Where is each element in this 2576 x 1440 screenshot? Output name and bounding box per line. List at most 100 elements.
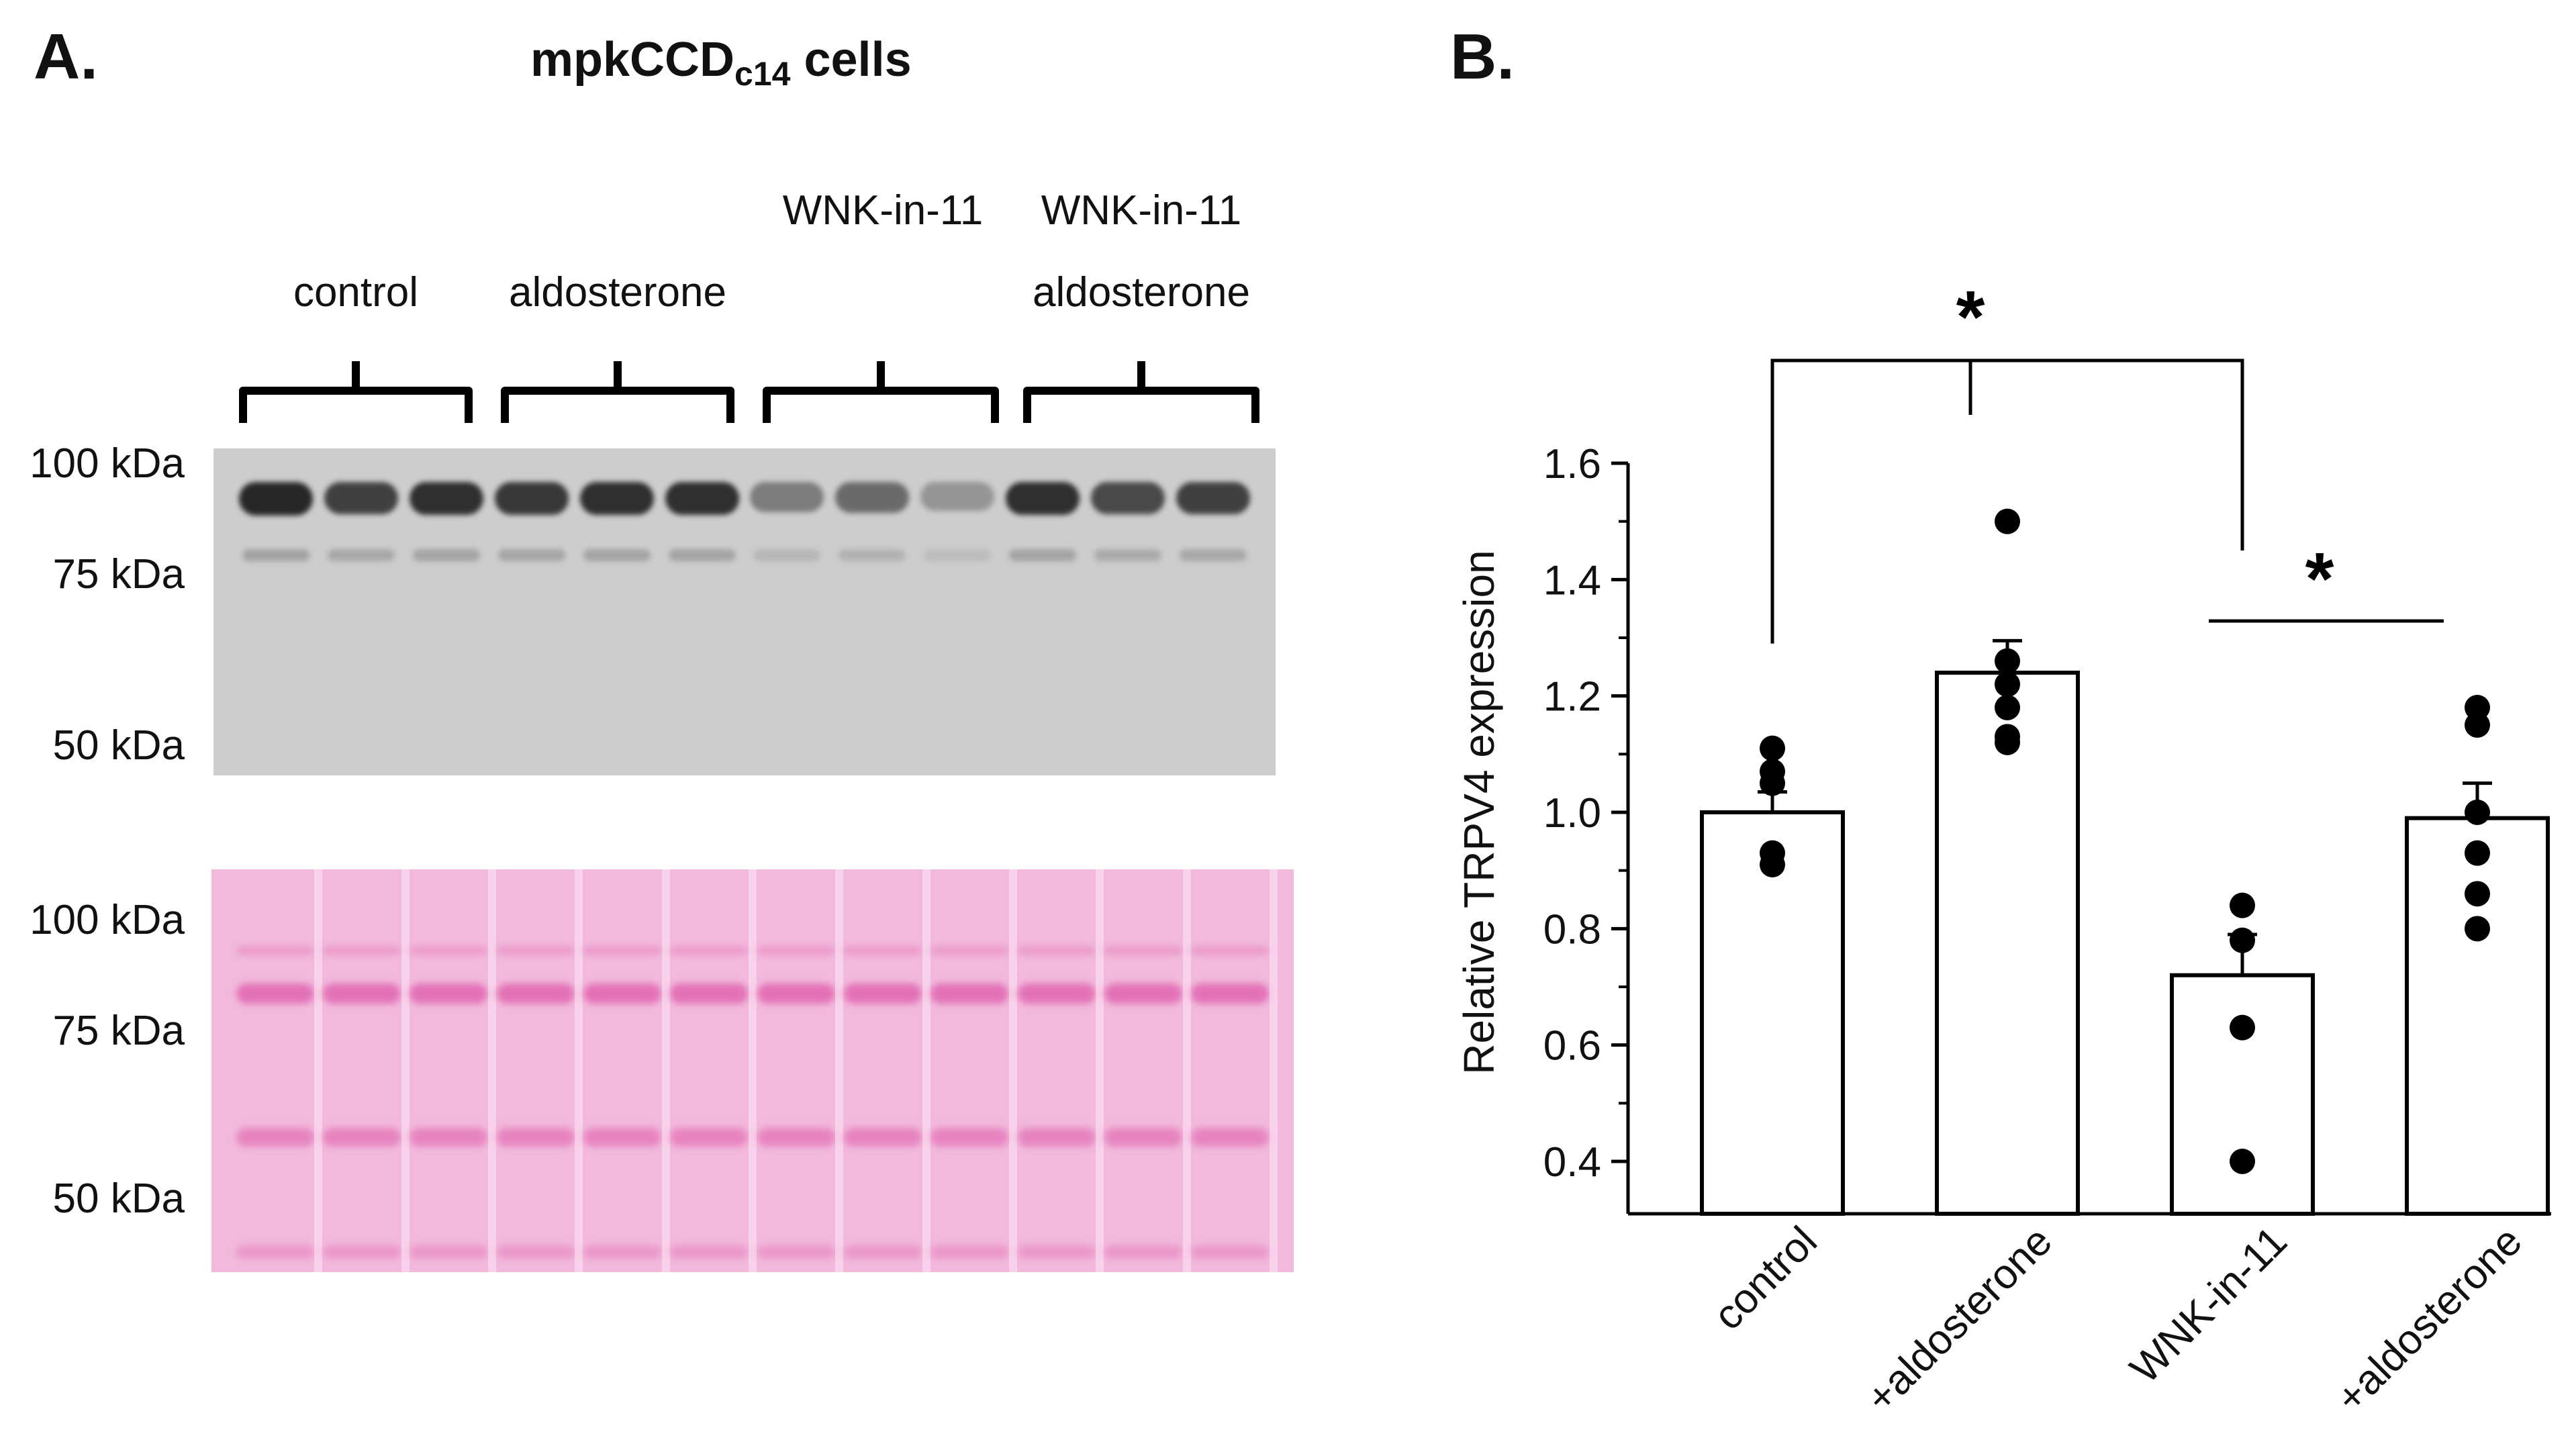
bracket-wnk-aldo	[1023, 361, 1259, 423]
y-axis-label: Relative TRPV4 expression	[1455, 550, 1503, 1074]
ponceau-lane-gap	[314, 869, 323, 1272]
y-tick-label: 1.0	[1543, 790, 1601, 836]
ponceau-stain-image	[211, 869, 1294, 1272]
data-point	[2230, 1014, 2255, 1041]
title-main: mpkCCD	[530, 33, 735, 87]
y-ticks: 1.6 1.4 1.2 1.0 0.8 0.6 0.4	[1543, 441, 1628, 1186]
ponceau-marker-75: 75 kDa	[52, 1008, 185, 1054]
ponceau-band	[1104, 1245, 1182, 1259]
bar	[1700, 810, 1845, 1216]
ponceau-band	[1191, 1245, 1270, 1259]
group-label-line2: aldosterone	[508, 269, 727, 316]
ponceau-lane-gap	[1009, 869, 1017, 1272]
blot-band-faint	[1179, 549, 1247, 561]
data-point	[2465, 881, 2490, 907]
ponceau-lane-gap	[835, 869, 844, 1272]
blot-band-faint	[328, 549, 395, 561]
ponceau-band	[236, 983, 314, 1004]
ponceau-band	[1191, 1128, 1270, 1147]
data-point	[2465, 840, 2490, 866]
ponceau-band	[236, 1128, 314, 1147]
ponceau-marker-50: 50 kDa	[52, 1175, 185, 1222]
panel-b-label: B.	[1450, 21, 1515, 93]
bar	[2405, 816, 2550, 1216]
blot-band	[835, 482, 910, 513]
ponceau-lane-gap	[1096, 869, 1104, 1272]
blot-band	[410, 482, 484, 515]
ponceau-band	[410, 1245, 488, 1259]
ponceau-lane-gap	[401, 869, 410, 1272]
blot-band	[665, 482, 739, 515]
ponceau-band	[931, 1128, 1009, 1147]
ponceau-band	[931, 983, 1009, 1004]
ponceau-band	[583, 983, 661, 1004]
ponceau-band	[583, 1128, 661, 1147]
error-bars	[1758, 638, 2492, 975]
data-point	[1760, 840, 1785, 866]
blot-band-faint	[497, 549, 565, 561]
data-point	[2465, 916, 2490, 942]
western-blot-image	[213, 448, 1276, 775]
data-point	[1760, 770, 1785, 796]
data-point	[1995, 695, 2020, 720]
ponceau-band	[236, 947, 314, 955]
data-points	[1760, 508, 2490, 1174]
blot-band-faint	[924, 549, 992, 561]
ponceau-band	[931, 947, 1009, 955]
data-point	[2230, 927, 2255, 953]
blot-band-faint	[1094, 549, 1161, 561]
ponceau-band	[1104, 947, 1182, 955]
blot-band	[750, 482, 824, 512]
blot-band	[494, 482, 569, 515]
ponceau-band	[931, 1245, 1009, 1259]
ponceau-band	[496, 1245, 575, 1259]
group-label-line2: control	[293, 269, 419, 316]
ponceau-band	[410, 983, 488, 1004]
x-tick-label: +aldosterone	[2327, 1218, 2531, 1422]
title-subscript: c14	[734, 55, 791, 93]
ponceau-lane-gap	[488, 869, 496, 1272]
blot-marker-75: 75 kDa	[52, 551, 185, 597]
ponceau-lane-gap	[922, 869, 931, 1272]
data-point	[1760, 735, 1785, 761]
blot-band	[1176, 482, 1250, 514]
ponceau-band	[323, 947, 401, 955]
y-tick-label: 0.6	[1543, 1023, 1601, 1069]
blot-marker-100: 100 kDa	[30, 440, 185, 487]
blot-band	[579, 482, 654, 515]
bar	[2170, 973, 2315, 1216]
ponceau-band	[757, 1128, 835, 1147]
data-point	[2465, 800, 2490, 825]
bar	[1935, 671, 2080, 1216]
ponceau-band	[323, 1128, 401, 1147]
ponceau-band	[844, 1128, 922, 1147]
group-label-line2: aldosterone	[1032, 269, 1251, 316]
blot-band-faint	[583, 549, 651, 561]
ponceau-lane-gap	[1182, 869, 1191, 1272]
data-point	[2465, 695, 2490, 720]
y-tick-label: 1.4	[1543, 557, 1601, 604]
ponceau-band	[236, 1245, 314, 1259]
bars	[1700, 671, 2550, 1216]
ponceau-band	[410, 947, 488, 955]
data-point	[2230, 1149, 2255, 1174]
data-point	[1995, 671, 2020, 698]
blot-band	[324, 482, 399, 514]
significance-star: *	[2305, 538, 2334, 620]
y-tick-label: 1.6	[1543, 441, 1601, 487]
ponceau-band	[1104, 983, 1182, 1004]
ponceau-band	[670, 1128, 749, 1147]
ponceau-band	[757, 983, 835, 1004]
x-tick-label: control	[1705, 1218, 1826, 1339]
ponceau-band	[496, 1128, 575, 1147]
blot-band	[1090, 482, 1165, 514]
bracket-wnk	[763, 361, 999, 423]
ponceau-band	[844, 983, 922, 1004]
ponceau-band	[410, 1128, 488, 1147]
ponceau-band	[496, 983, 575, 1004]
data-point	[1995, 508, 2020, 534]
significance-brackets: **	[1770, 276, 2444, 644]
blot-band-faint	[839, 549, 906, 561]
blot-band	[1005, 482, 1080, 515]
y-tick-label: 1.2	[1543, 674, 1601, 720]
